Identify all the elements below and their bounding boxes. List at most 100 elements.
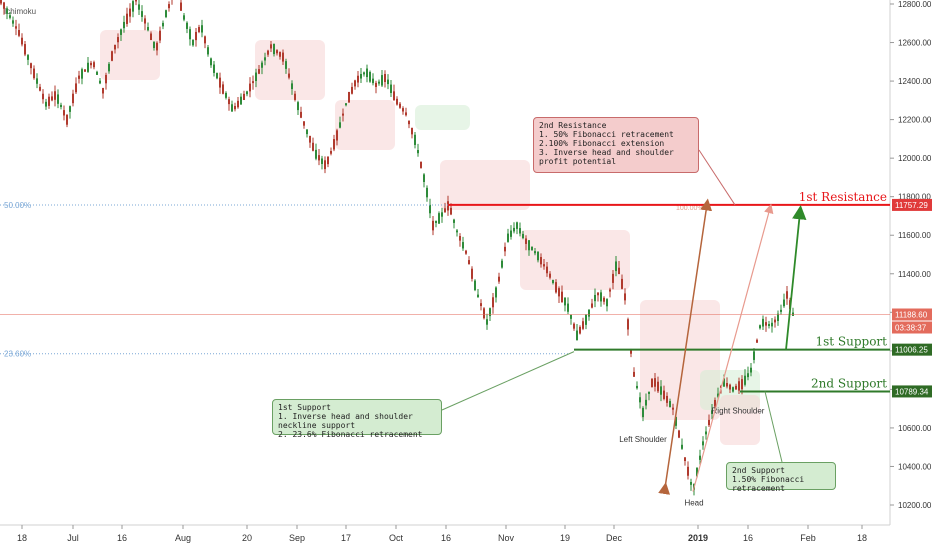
candle-body	[33, 68, 35, 79]
candle-body	[576, 330, 578, 341]
candle-body	[513, 227, 515, 232]
candle-body	[327, 156, 329, 165]
candle-body	[765, 322, 767, 326]
candle-body	[342, 113, 344, 116]
candle-body	[774, 319, 776, 323]
y-tick-label-12600: 12600.00	[898, 39, 932, 48]
candle-body	[3, 2, 5, 9]
candle-body	[486, 319, 488, 325]
candle-body	[627, 319, 629, 330]
candle-body	[426, 187, 428, 198]
candle-body	[669, 401, 671, 408]
resistance-note: 2nd Resistance 1. 50% Fibonacci retracem…	[533, 117, 699, 173]
candle-body	[192, 39, 194, 46]
candle-body	[546, 266, 548, 274]
candle-body	[573, 323, 575, 329]
ichimoku-cloud-0	[100, 30, 160, 80]
candle-body	[150, 33, 152, 41]
candle-body	[132, 1, 134, 12]
candle-body	[651, 378, 653, 388]
candle-body	[90, 62, 92, 66]
resistance-label: 1st Resistance	[799, 190, 887, 204]
candle-body	[330, 151, 332, 154]
candle-body	[195, 31, 197, 41]
support1-note: 1st Support 1. Inverse head and shoulder…	[272, 399, 442, 439]
x-tick-label-7: Oct	[389, 533, 404, 543]
ichimoku-cloud-3	[415, 105, 470, 130]
candle-body	[123, 21, 125, 29]
candle-body	[306, 129, 308, 135]
candle-body	[60, 104, 62, 108]
x-tick-label-8: 16	[441, 533, 451, 543]
projection-arrow-pink	[692, 203, 774, 492]
support1-price-tag-bg	[892, 343, 932, 356]
candle-body	[435, 220, 437, 223]
candle-body	[741, 379, 743, 390]
candle-body	[405, 112, 407, 116]
candle-body	[540, 257, 542, 265]
candle-body	[129, 8, 131, 17]
candle-body	[432, 220, 434, 231]
candle-body	[45, 101, 47, 107]
ichimoku-cloud-1	[255, 40, 325, 100]
candle-body	[144, 18, 146, 24]
candle-body	[81, 69, 83, 79]
candle-body	[477, 294, 479, 298]
candle-body	[570, 314, 572, 319]
candle-body	[681, 444, 683, 449]
candle-body	[543, 264, 545, 267]
candle-body	[186, 22, 188, 29]
candle-body	[642, 407, 644, 418]
candle-body	[207, 47, 209, 55]
candle-body	[99, 80, 101, 84]
candle-body	[183, 15, 185, 20]
support2-note: 2nd Support 1.50% Fibonacci retracement	[726, 462, 836, 493]
candle-body	[24, 44, 26, 55]
candle-body	[717, 393, 719, 397]
candle-body	[768, 324, 770, 327]
candle-body	[468, 260, 470, 265]
candle-body	[261, 62, 263, 68]
candle-body	[156, 42, 158, 51]
candle-body	[747, 373, 749, 378]
candle-body	[228, 99, 230, 105]
y-tick-label-10400: 10400.00	[898, 462, 932, 471]
candle-body	[606, 299, 608, 307]
candle-body	[315, 149, 317, 159]
resistance-price-tag-bg	[892, 198, 932, 211]
candle-body	[102, 87, 104, 94]
candle-body	[441, 212, 443, 217]
candle-body	[408, 120, 410, 125]
candle-body	[762, 318, 764, 327]
x-tick-label-6: 17	[341, 533, 351, 543]
candle-body	[285, 61, 287, 69]
candle-body	[237, 100, 239, 108]
candle-body	[66, 114, 68, 125]
candle-body	[309, 135, 311, 143]
candle-body	[360, 73, 362, 79]
candle-body	[162, 22, 164, 27]
candle-body	[282, 52, 284, 62]
candle-body	[117, 37, 119, 43]
candle-body	[438, 213, 440, 224]
candle-body	[348, 91, 350, 103]
candle-body	[708, 419, 710, 426]
candle-body	[27, 55, 29, 60]
candle-body	[51, 96, 53, 101]
candle-body	[153, 41, 155, 49]
candle-body	[771, 322, 773, 327]
candle-body	[663, 390, 665, 399]
candle-body	[312, 142, 314, 151]
candle-body	[243, 93, 245, 101]
candle-body	[726, 383, 728, 387]
candle-body	[417, 150, 419, 154]
candle-body	[645, 399, 647, 406]
candle-body	[279, 52, 281, 57]
candle-body	[495, 287, 497, 298]
support2-price-tag: 10789.34	[895, 387, 929, 396]
candle-body	[654, 378, 656, 387]
candle-body	[393, 91, 395, 101]
candle-body	[333, 139, 335, 150]
candle-body	[660, 386, 662, 395]
